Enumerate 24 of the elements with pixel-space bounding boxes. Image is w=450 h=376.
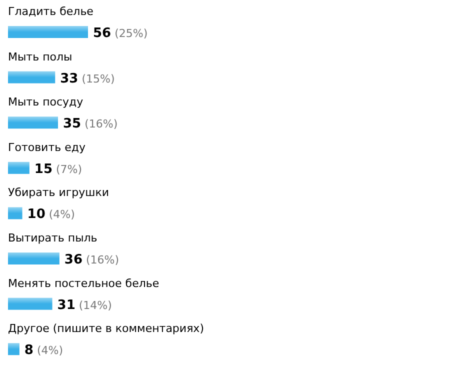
data-label: 35 (16%) (63, 116, 118, 132)
data-label: 33 (15%) (60, 71, 115, 86)
bar (8, 162, 30, 174)
data-label: 15 (7%) (34, 162, 82, 177)
bar (8, 252, 60, 264)
bar (8, 298, 52, 310)
y-tick-label: Убирать игрушки (8, 186, 110, 200)
bar (8, 71, 56, 84)
y-tick-label: Мыть посуду (8, 96, 84, 109)
y-tick-label: Мыть полы (8, 50, 72, 64)
data-label: 10 (4%) (27, 207, 75, 222)
data-label: 8 (4%) (24, 343, 64, 358)
bar (8, 343, 20, 356)
y-tick-label: Другое (пишите в комментариях) (8, 322, 204, 336)
data-label: 36 (16%) (64, 252, 120, 268)
y-tick-label: Гладить белье (8, 5, 94, 18)
bar (8, 207, 22, 220)
data-label: 56 (25%) (93, 26, 148, 41)
y-tick-label: Менять постельное белье (8, 276, 160, 290)
bar (8, 26, 88, 38)
bar (8, 116, 58, 129)
y-tick-label: Готовить еду (8, 140, 86, 154)
data-label: 31 (14%) (57, 298, 112, 313)
y-tick-label: Вытирать пыль (8, 232, 98, 244)
